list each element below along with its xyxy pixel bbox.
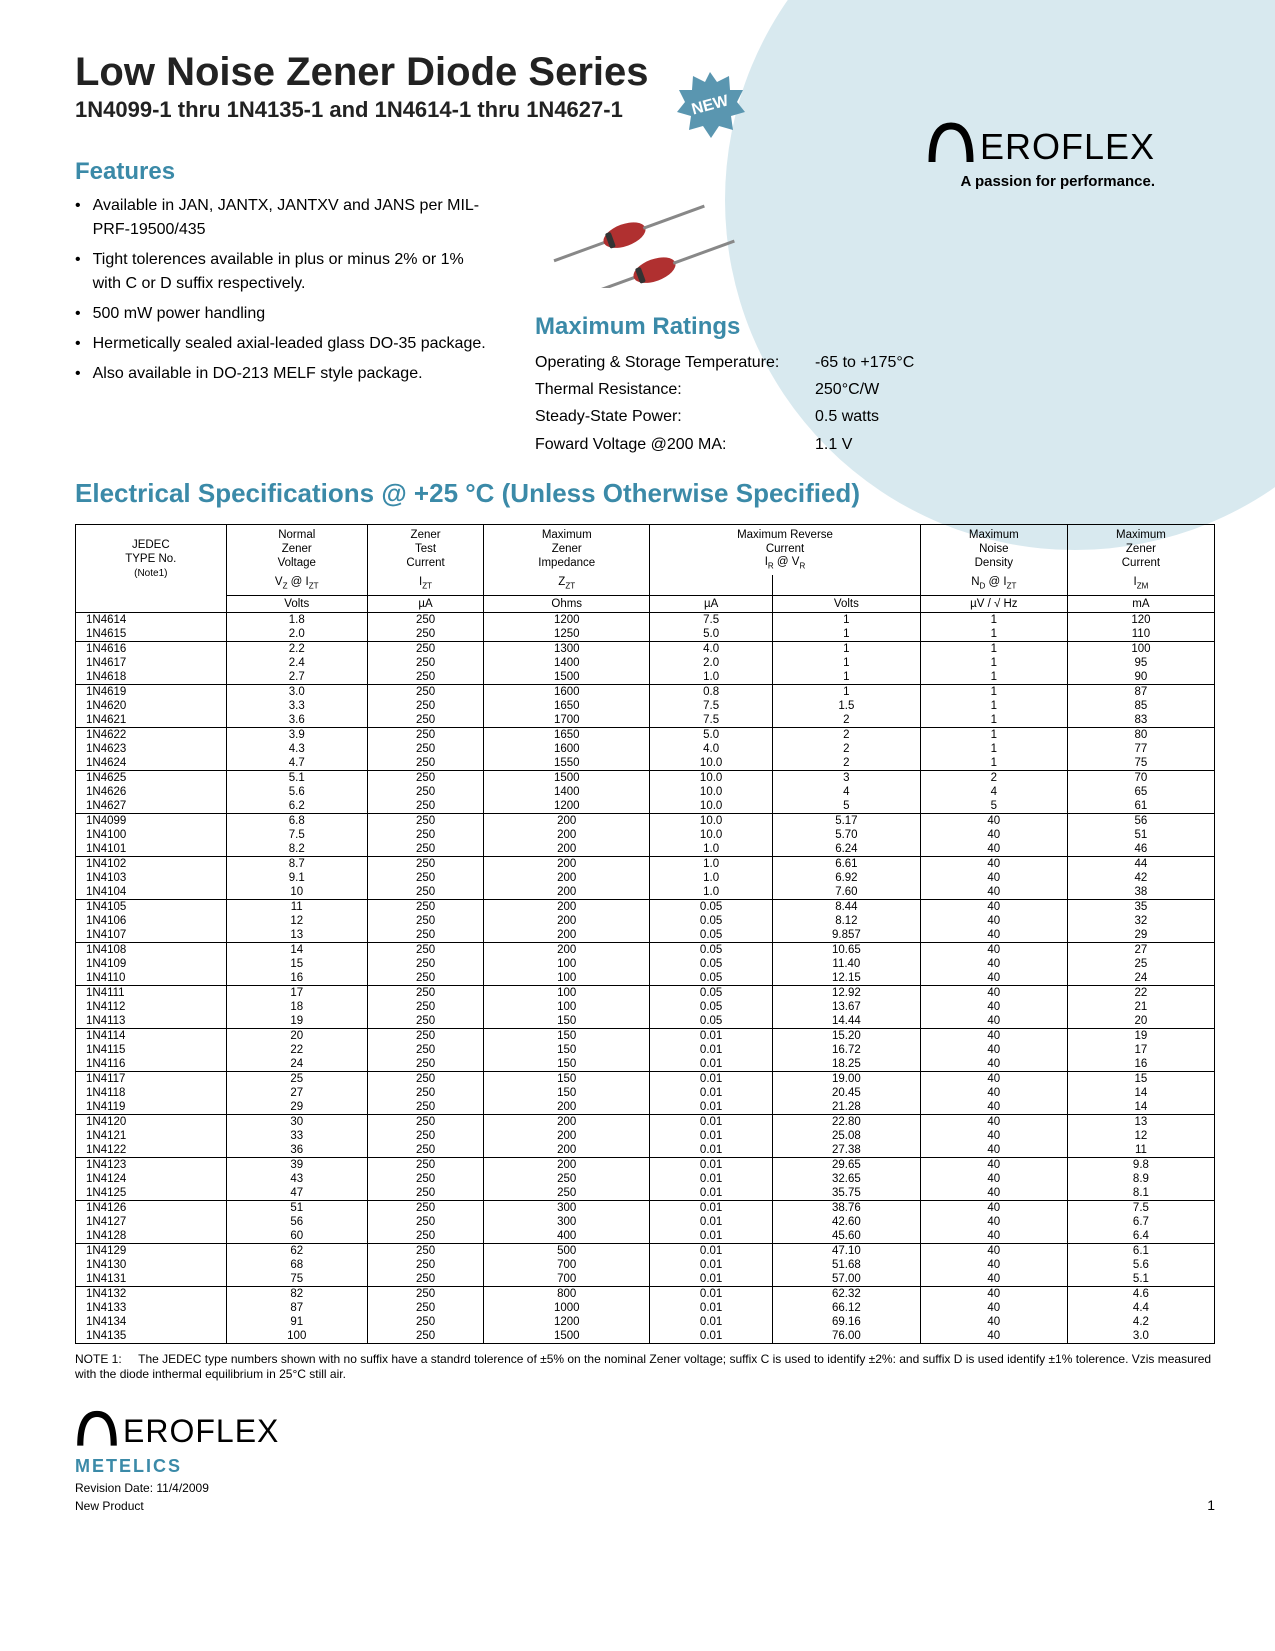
table-row: 1N41007.525020010.05.704051 [76,828,1215,842]
table-row: 1N4131752507000.0157.00405.1 [76,1272,1215,1287]
table-row: 1N4108142502000.0510.654027 [76,942,1215,957]
col-izt: ZenerTestCurrent [367,524,483,575]
table-row: 1N46162.225013004.011100 [76,641,1215,656]
table-note: NOTE 1: The JEDEC type numbers shown wit… [75,1352,1215,1383]
logo-top: EROFLEX A passion for performance. [926,120,1155,190]
table-row: 1N4111172501000.0512.924022 [76,985,1215,1000]
table-row: 1N41018.22502001.06.244046 [76,842,1215,857]
table-row: 1N46152.025012505.011110 [76,627,1215,642]
logo-tagline: A passion for performance. [926,173,1155,190]
table-row: 1N4112182501000.0513.674021 [76,1000,1215,1014]
feature-item: Available in JAN, JANTX, JANTXV and JANS… [75,194,495,242]
table-row: 1N46255.1250150010.03270 [76,770,1215,785]
table-row: 1N4132822508000.0162.32404.6 [76,1286,1215,1301]
ratings-list: Operating & Storage Temperature:-65 to +… [535,349,1215,458]
col-izm: MaximumZenerCurrent [1067,524,1214,575]
table-row: 1N4118272501500.0120.454014 [76,1086,1215,1100]
ratings-row: Steady-State Power:0.5 watts [535,403,1215,430]
table-row: 1N41338725010000.0166.12404.4 [76,1301,1215,1315]
footer-status: New Product [75,1499,279,1513]
feature-item: Hermetically sealed axial-leaded glass D… [75,332,495,356]
features-list: Available in JAN, JANTX, JANTXV and JANS… [75,194,495,386]
page-title: Low Noise Zener Diode Series [75,50,1215,95]
table-row: 1N41028.72502001.06.614044 [76,856,1215,871]
table-row: 1N46172.425014002.01195 [76,656,1215,670]
footer-logo-sub: METELICS [75,1456,279,1477]
logo-arch-icon [926,120,976,173]
ratings-row: Foward Voltage @200 MA:1.1 V [535,431,1215,458]
table-row: 1N4116242501500.0118.254016 [76,1057,1215,1072]
table-row: 1N4109152501000.0511.404025 [76,957,1215,971]
features-heading: Features [75,158,495,186]
col-ir: Maximum ReverseCurrentIR @ VR [650,524,921,575]
logo-name: EROFLEX [980,126,1155,168]
footer-logo-name: EROFLEX [123,1413,279,1450]
table-row: 1N46223.925016505.02180 [76,727,1215,742]
table-row: 1N4125472502500.0135.75408.1 [76,1186,1215,1201]
table-row: 1N4107132502000.059.8574029 [76,928,1215,943]
table-row: 1N4105112502000.058.444035 [76,899,1215,914]
ratings-row: Operating & Storage Temperature:-65 to +… [535,349,1215,376]
table-row: 1N4110162501000.0512.154024 [76,971,1215,986]
table-row: 1N46182.725015001.01190 [76,670,1215,685]
table-row: 1N40996.825020010.05.174056 [76,813,1215,828]
feature-item: Also available in DO-213 MELF style pack… [75,362,495,386]
table-row: 1N4104102502001.07.604038 [76,885,1215,900]
table-row: 1N4113192501500.0514.444020 [76,1014,1215,1029]
table-row: 1N4119292502000.0121.284014 [76,1100,1215,1115]
col-jedec: JEDECTYPE No.(Note1) [76,524,227,595]
table-row: 1N46234.325016004.02177 [76,742,1215,756]
table-row: 1N46193.025016000.81187 [76,684,1215,699]
ratings-heading: Maximum Ratings [535,313,1215,341]
table-row: 1N4120302502000.0122.804013 [76,1114,1215,1129]
table-row: 1N4123392502000.0129.65409.8 [76,1157,1215,1172]
table-row: 1N46141.825012007.511120 [76,612,1215,627]
footer-logo-arch-icon [75,1408,119,1456]
col-nd: MaximumNoiseDensity [920,524,1067,575]
table-row: 1N4114202501500.0115.204019 [76,1028,1215,1043]
table-row: 1N46203.325016507.51.5185 [76,699,1215,713]
feature-item: Tight tolerences available in plus or mi… [75,248,495,296]
table-row: 1N4121332502000.0125.084012 [76,1129,1215,1143]
table-row: 1N4115222501500.0116.724017 [76,1043,1215,1057]
table-row: 1N46213.625017007.52183 [76,713,1215,728]
table-row: 1N413510025015000.0176.00403.0 [76,1329,1215,1344]
table-row: 1N4128602504000.0145.60406.4 [76,1229,1215,1244]
col-zzt: MaximumZenerImpedance [484,524,650,575]
table-row: 1N4127562503000.0142.60406.7 [76,1215,1215,1229]
elec-spec-heading: Electrical Specifications @ +25 °C (Unle… [75,478,1215,509]
table-row: 1N4126512503000.0138.76407.5 [76,1200,1215,1215]
table-row: 1N4124432502500.0132.65408.9 [76,1172,1215,1186]
page-number: 1 [1207,1497,1215,1513]
table-row: 1N4117252501500.0119.004015 [76,1071,1215,1086]
diode-illustration [545,178,1215,293]
new-badge: NEW [675,70,745,140]
elec-spec-table: JEDECTYPE No.(Note1) NormalZenerVoltage … [75,524,1215,1344]
table-row: 1N4129622505000.0147.10406.1 [76,1243,1215,1258]
feature-item: 500 mW power handling [75,302,495,326]
table-row: 1N46276.2250120010.05561 [76,799,1215,814]
table-row: 1N4130682507000.0151.68405.6 [76,1258,1215,1272]
footer-revision: Revision Date: 11/4/2009 [75,1481,279,1495]
table-row: 1N41349125012000.0169.16404.2 [76,1315,1215,1329]
table-row: 1N41039.12502001.06.924042 [76,871,1215,885]
table-row: 1N4106122502000.058.124032 [76,914,1215,928]
col-vz: NormalZenerVoltage [226,524,367,575]
footer-left: EROFLEX METELICS Revision Date: 11/4/200… [75,1408,279,1513]
ratings-row: Thermal Resistance:250°C/W [535,376,1215,403]
table-row: 1N46265.6250140010.04465 [76,785,1215,799]
table-row: 1N4122362502000.0127.384011 [76,1143,1215,1158]
table-row: 1N46244.7250155010.02175 [76,756,1215,771]
